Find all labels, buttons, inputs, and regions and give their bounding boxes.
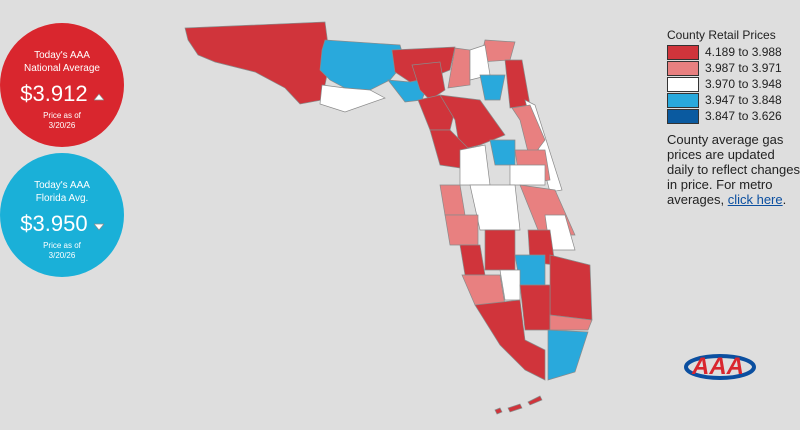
legend-label: 3.987 to 3.971 (705, 61, 782, 75)
county (507, 403, 523, 413)
legend-title: County Retail Prices (667, 28, 776, 42)
legend-swatch (667, 108, 699, 124)
heading: Florida Avg. (35, 193, 89, 204)
legend-label: 3.847 to 3.626 (705, 109, 782, 123)
county (549, 314, 593, 331)
legend-swatch (667, 92, 699, 108)
county (411, 61, 446, 101)
county (444, 214, 479, 246)
county (509, 164, 546, 186)
legend-swatch (667, 76, 699, 92)
heading: National Average (24, 63, 100, 74)
county (527, 395, 543, 406)
florida-map (184, 21, 593, 415)
legend: County Retail Prices 4.189 to 3.988 3.987… (667, 28, 800, 207)
legend-item: 4.189 to 3.988 (667, 44, 800, 60)
heading: Today's AAA (34, 50, 90, 61)
county (549, 254, 593, 321)
county (547, 329, 589, 381)
as-of-date: 3/20/26 (48, 251, 76, 260)
county (461, 274, 506, 306)
county (184, 21, 331, 105)
legend-swatch (667, 60, 699, 76)
legend-label: 3.947 to 3.848 (705, 93, 782, 107)
county (459, 144, 491, 186)
legend-label: 4.189 to 3.988 (705, 45, 782, 59)
county (479, 74, 506, 101)
legend-swatch (667, 44, 699, 60)
county (474, 299, 546, 381)
county (447, 47, 471, 89)
link[interactable]: click here (727, 192, 783, 207)
county (439, 94, 506, 151)
county (494, 407, 503, 415)
as-of: Price as of (43, 111, 81, 120)
florida-badge: Today's AAA Florida Avg. $3.950 Price as … (0, 153, 124, 277)
legend-label: 3.970 to 3.948 (705, 77, 782, 91)
note: County average gas prices are updated da… (667, 132, 800, 207)
up-arrow (92, 93, 105, 101)
price: $3.950 (20, 211, 88, 236)
note-text: County average gas prices are updated da… (667, 132, 800, 207)
county (519, 284, 551, 331)
down-arrow (92, 223, 105, 231)
national-badge: Today's AAA National Average $3.912 Price… (0, 23, 124, 147)
county (319, 84, 386, 113)
price: $3.912 (20, 81, 88, 106)
county (484, 229, 516, 271)
county (489, 139, 516, 166)
as-of: Price as of (43, 241, 81, 250)
logo: AAA (684, 353, 756, 380)
logo-text: AAA (691, 353, 744, 380)
county (459, 244, 486, 276)
heading: Today's AAA (34, 180, 90, 191)
as-of-date: 3/20/26 (48, 121, 76, 130)
legend-item: 3.970 to 3.948 (667, 76, 800, 92)
note-end: . (782, 192, 787, 207)
legend-item: 3.847 to 3.626 (667, 108, 800, 124)
county (439, 184, 466, 216)
legend-item: 3.987 to 3.971 (667, 60, 800, 76)
legend-item: 3.947 to 3.848 (667, 92, 800, 108)
